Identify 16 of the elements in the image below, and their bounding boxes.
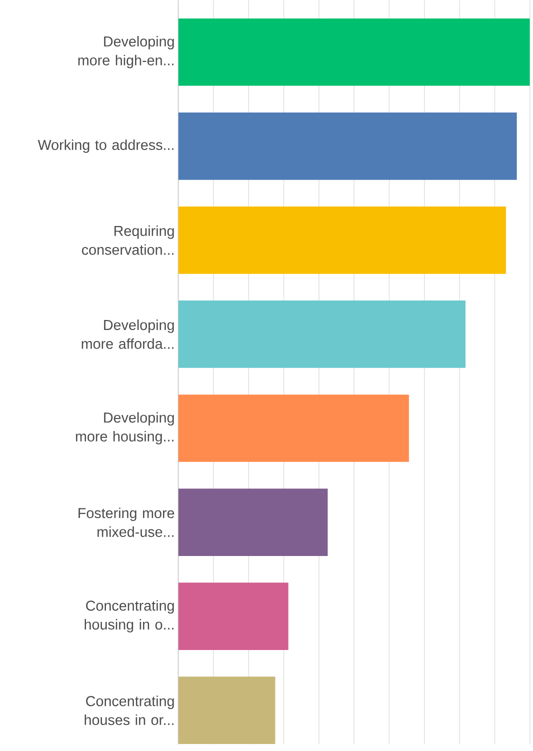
bar	[178, 488, 328, 556]
y-tick-label: Concentrating houses in or...	[84, 696, 174, 726]
y-tick-label: Developing more housing...	[76, 412, 174, 444]
y-tick-label: Concentrating housing in o...	[84, 600, 174, 632]
bar	[178, 112, 517, 180]
bar	[178, 394, 409, 462]
bar	[178, 206, 506, 274]
bar	[178, 300, 466, 368]
y-tick-label: Requiring conservation...	[82, 226, 174, 255]
y-tick-label: Working to address...	[38, 139, 174, 153]
y-tick-label: Developing more high-en...	[78, 36, 174, 68]
bar	[178, 676, 276, 744]
y-tick-label: Developing more afforda...	[82, 320, 174, 349]
y-tick-label: Fostering more mixed-use...	[78, 508, 174, 537]
bar	[178, 582, 288, 650]
bar	[178, 18, 530, 86]
